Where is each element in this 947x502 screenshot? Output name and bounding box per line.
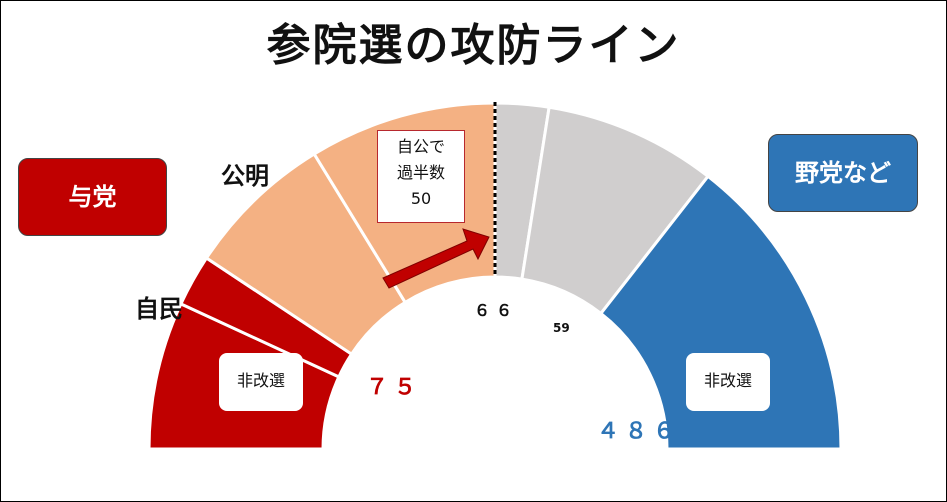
page-title: 参院選の攻防ライン	[266, 20, 681, 71]
non-election-right-label: 非改選	[686, 353, 770, 411]
ruling-non-election-number: ７５	[366, 375, 423, 400]
callout-line-2: 過半数	[396, 163, 445, 182]
majority-callout: 自公で 過半数 50	[377, 130, 465, 223]
ruling-legend-badge: 与党	[18, 158, 167, 236]
callout-line-3: 50	[410, 189, 432, 208]
opposition-legend-badge: 野党など	[768, 134, 918, 212]
callout-line-1: 自公で	[396, 137, 445, 156]
opposition-contested-number: 59	[553, 321, 570, 335]
jimin-label: 自民	[135, 295, 183, 323]
non-election-left-label: 非改選	[219, 353, 303, 411]
contested-number: ６６	[474, 301, 519, 320]
komei-label: 公明	[221, 162, 269, 190]
opposition-non-election-number: ４８６	[597, 419, 682, 444]
arrow-icon	[382, 228, 490, 289]
chart-segment	[598, 174, 843, 451]
